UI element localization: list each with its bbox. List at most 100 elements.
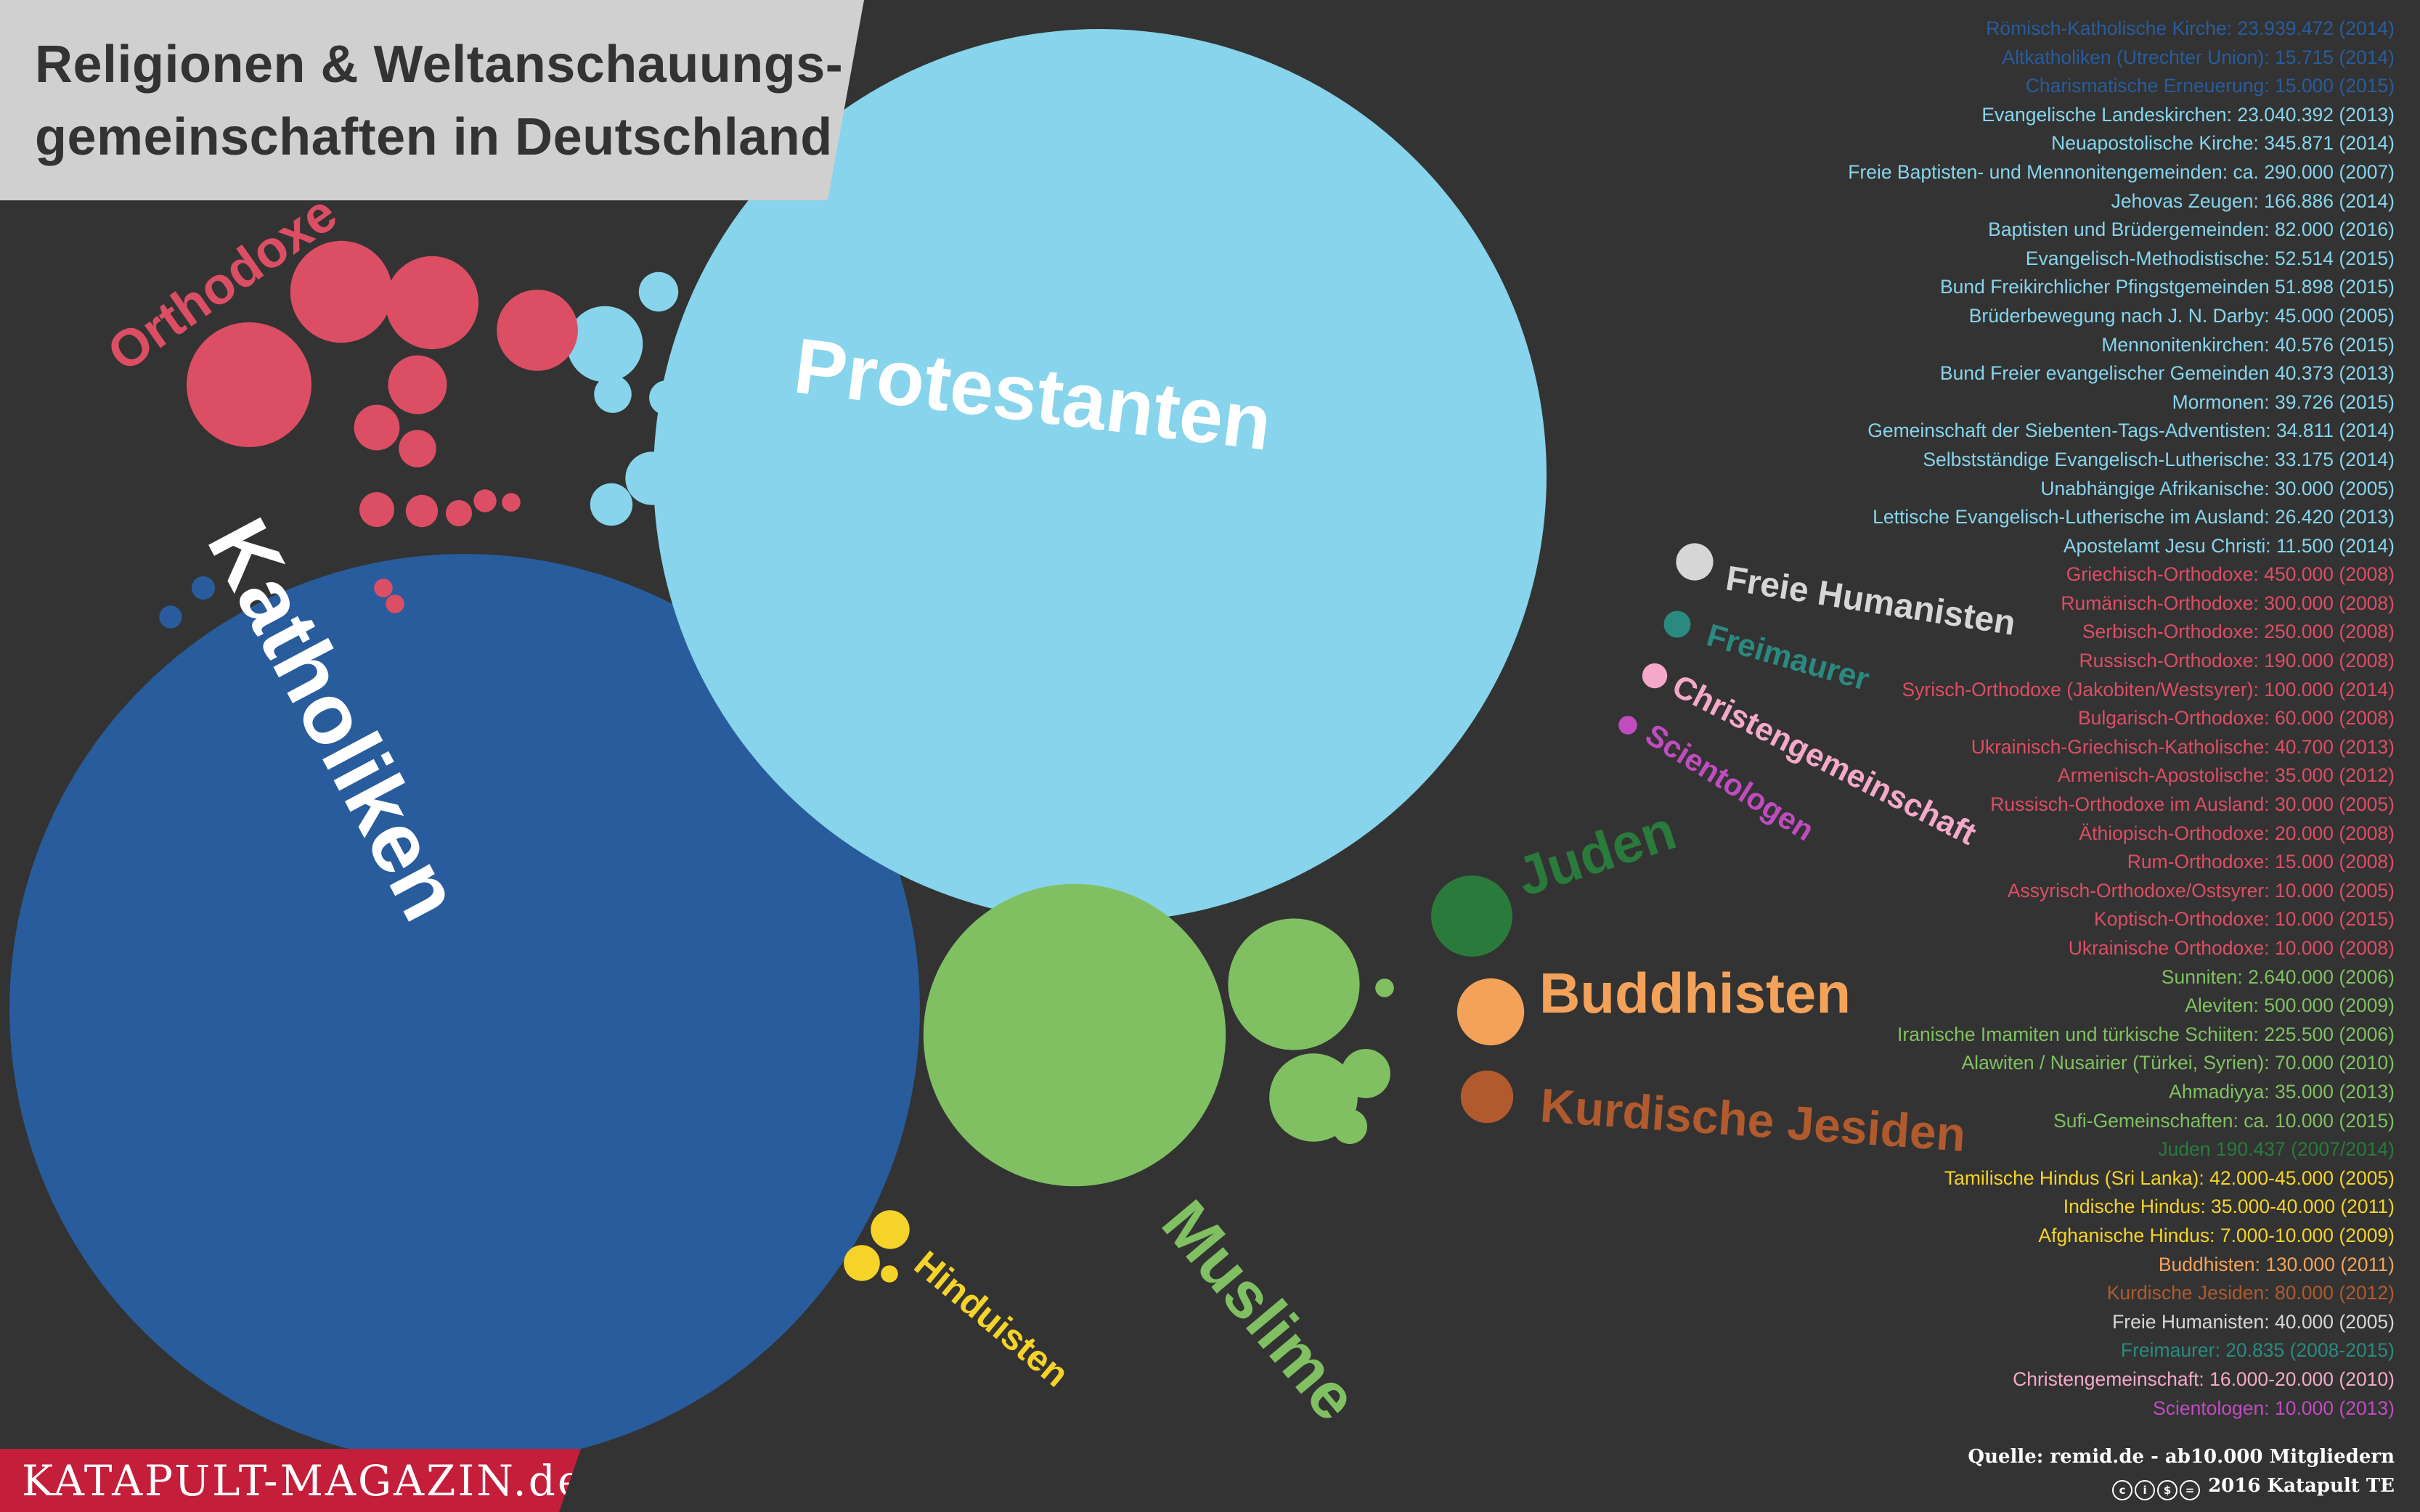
legend-item: Griechisch-Orthodoxe: 450.000 (2008) bbox=[2066, 563, 2395, 586]
brand-name[interactable]: KATAPULT-MAGAZIN.de bbox=[22, 1456, 585, 1505]
bubble-protestanten bbox=[684, 533, 722, 571]
legend-item: Apostelamt Jesu Christi: 11.500 (2014) bbox=[2063, 534, 2395, 557]
bubble-protestanten bbox=[675, 488, 719, 531]
bubble-orthodoxe bbox=[445, 499, 473, 527]
legend-item: Tamilische Hindus (Sri Lanka): 42.000-45… bbox=[1944, 1166, 2395, 1189]
legend-item: Mennonitenkirchen: 40.576 (2015) bbox=[2101, 333, 2395, 356]
legend-item: Altkatholiken (Utrechter Union): 15.715 … bbox=[2002, 46, 2395, 68]
source-block: Quelle: remid.de - ab10.000 Mitgliedern … bbox=[1968, 1442, 2395, 1500]
by-icon: i bbox=[2135, 1480, 2156, 1500]
legend-item: Armenisch-Apostolische: 35.000 (2012) bbox=[2058, 764, 2395, 787]
bubble-orthodoxe bbox=[399, 430, 436, 467]
legend-item: Freimaurer: 20.835 (2008-2015) bbox=[2120, 1339, 2395, 1362]
legend-item: Neuapostolische Kirche: 345.871 (2014) bbox=[2051, 132, 2395, 155]
bubble-freimaurer bbox=[1663, 610, 1691, 638]
bubble-protestanten bbox=[653, 29, 1547, 922]
legend-item: Russisch-Orthodoxe im Ausland: 30.000 (2… bbox=[1990, 793, 2395, 816]
bubble-protestanten bbox=[679, 571, 714, 605]
legend-item: Syrisch-Orthodoxe (Jakobiten/Westsyrer):… bbox=[1902, 678, 2395, 700]
legend-item: Indische Hindus: 35.000-40.000 (2011) bbox=[2063, 1196, 2395, 1218]
legend-item: Freie Humanisten: 40.000 (2005) bbox=[2112, 1310, 2395, 1333]
group-label-muslime: Muslime bbox=[1148, 1188, 1372, 1434]
bubble-orthodoxe bbox=[354, 404, 400, 451]
legend-item: Juden 190.437 (2007/2014) bbox=[2158, 1138, 2395, 1161]
bubble-protestanten bbox=[737, 573, 767, 603]
cc-icon: c bbox=[2112, 1480, 2133, 1500]
bubble-orthodoxe bbox=[388, 355, 447, 414]
legend-item: Koptisch-Orthodoxe: 10.000 (2015) bbox=[2094, 908, 2395, 931]
bubble-orthodoxe bbox=[386, 594, 404, 613]
nc-icon: $ bbox=[2157, 1480, 2178, 1500]
legend-item: Buddhisten: 130.000 (2011) bbox=[2158, 1253, 2395, 1275]
bubble-protestanten bbox=[649, 380, 684, 415]
legend-item: Lettische Evangelisch-Lutherische im Aus… bbox=[1873, 506, 2395, 528]
bubble-buddhisten bbox=[1457, 978, 1525, 1046]
chart-title-line-2: gemeinschaften in Deutschland bbox=[35, 108, 833, 166]
legend-item: Bulgarisch-Orthodoxe: 60.000 (2008) bbox=[2077, 707, 2395, 730]
legend-item: Iranische Imamiten und türkische Schiite… bbox=[1897, 1023, 2395, 1045]
legend-item: Evangelische Landeskirchen: 23.040.392 (… bbox=[1981, 103, 2395, 126]
bubble-christengemeinschaft bbox=[1642, 663, 1668, 689]
bubble-muslime bbox=[1375, 978, 1394, 997]
legend-item: Jehovas Zeugen: 166.886 (2014) bbox=[2111, 189, 2395, 212]
legend-item: Rum-Orthodoxe: 15.000 (2008) bbox=[2127, 851, 2395, 873]
bubble-muslime bbox=[1228, 918, 1360, 1050]
bubble-protestanten bbox=[590, 483, 633, 526]
bubble-protestanten bbox=[625, 451, 679, 505]
legend-item: Evangelisch-Methodistische: 52.514 (2015… bbox=[2025, 247, 2395, 269]
bubble-orthodoxe bbox=[359, 492, 394, 527]
creative-commons-icons: c i $ = bbox=[2112, 1471, 2202, 1500]
bubble-juden bbox=[1431, 875, 1512, 957]
group-label-buddhisten: Buddhisten bbox=[1539, 961, 1851, 1025]
bubble-protestanten bbox=[727, 458, 765, 496]
bubble-humanisten bbox=[1676, 543, 1714, 581]
bubble-orthodoxe bbox=[374, 579, 393, 597]
bubble-protestanten bbox=[684, 378, 784, 478]
bubble-orthodoxe bbox=[187, 322, 311, 447]
copyright-text: 2016 Katapult TE bbox=[2208, 1475, 2395, 1497]
bubble-muslime bbox=[1332, 1109, 1367, 1144]
legend-item: Ahmadiyya: 35.000 (2013) bbox=[2169, 1080, 2395, 1103]
bubble-jesiden bbox=[1460, 1070, 1514, 1124]
bubble-protestanten bbox=[793, 648, 813, 669]
bubble-katholiken bbox=[159, 605, 182, 629]
legend-item: Gemeinschaft der Siebenten-Tags-Adventis… bbox=[1867, 420, 2395, 442]
legend-item: Charismatische Erneuerung: 15.000 (2015) bbox=[2025, 75, 2395, 97]
bubble-orthodoxe bbox=[473, 489, 497, 512]
group-label-juden: Juden bbox=[1510, 799, 1683, 908]
legend-item: Ukrainische Orthodoxe: 10.000 (2008) bbox=[2068, 937, 2395, 959]
legend-item: Römisch-Katholische Kirche: 23.939.472 (… bbox=[1986, 17, 2395, 39]
member-legend: Römisch-Katholische Kirche: 23.939.472 (… bbox=[1741, 15, 2395, 1423]
bubble-protestanten bbox=[566, 306, 643, 383]
bubble-muslime bbox=[1341, 1049, 1390, 1098]
bubble-orthodoxe bbox=[405, 494, 439, 528]
legend-item: Ukrainisch-Griechisch-Katholische: 40.70… bbox=[1971, 735, 2395, 758]
bubble-orthodoxe bbox=[385, 256, 479, 350]
brand-banner[interactable]: KATAPULT-MAGAZIN.de bbox=[0, 1449, 581, 1512]
legend-item: Sufi-Gemeinschaften: ca. 10.000 (2015) bbox=[2053, 1109, 2395, 1132]
bubble-orthodoxe bbox=[497, 290, 578, 371]
bubble-orthodoxe bbox=[290, 240, 393, 343]
bubble-katholiken bbox=[191, 576, 216, 600]
title-box: Religionen & Weltanschauungs- gemeinscha… bbox=[0, 0, 864, 200]
legend-item: Selbstständige Evangelisch-Lutherische: … bbox=[1923, 448, 2395, 470]
legend-item: Russisch-Orthodoxe: 190.000 (2008) bbox=[2079, 650, 2395, 672]
legend-item: Baptisten und Brüdergemeinden: 82.000 (2… bbox=[1988, 218, 2395, 241]
legend-item: Christengemeinschaft: 16.000-20.000 (201… bbox=[2013, 1368, 2395, 1390]
legend-item: Sunniten: 2.640.000 (2006) bbox=[2161, 965, 2395, 988]
source-text: Quelle: remid.de - ab10.000 Mitgliedern bbox=[1968, 1446, 2395, 1468]
bubble-hinduisten bbox=[844, 1245, 880, 1281]
legend-item: Scientologen: 10.000 (2013) bbox=[2153, 1397, 2395, 1419]
legend-item: Kurdische Jesiden: 80.000 (2012) bbox=[2106, 1282, 2395, 1304]
bubble-protestanten bbox=[638, 271, 679, 312]
bubble-hinduisten bbox=[871, 1210, 910, 1249]
bubble-orthodoxe bbox=[502, 493, 521, 512]
bubble-protestanten bbox=[594, 375, 632, 413]
legend-item: Äthiopisch-Orthodoxe: 20.000 (2008) bbox=[2079, 822, 2395, 844]
nd-icon: = bbox=[2180, 1480, 2201, 1500]
legend-item: Bund Freikirchlicher Pfingstgemeinden 51… bbox=[1939, 276, 2395, 298]
legend-item: Rumänisch-Orthodoxe: 300.000 (2008) bbox=[2061, 592, 2395, 614]
legend-item: Serbisch-Orthodoxe: 250.000 (2008) bbox=[2082, 621, 2395, 643]
